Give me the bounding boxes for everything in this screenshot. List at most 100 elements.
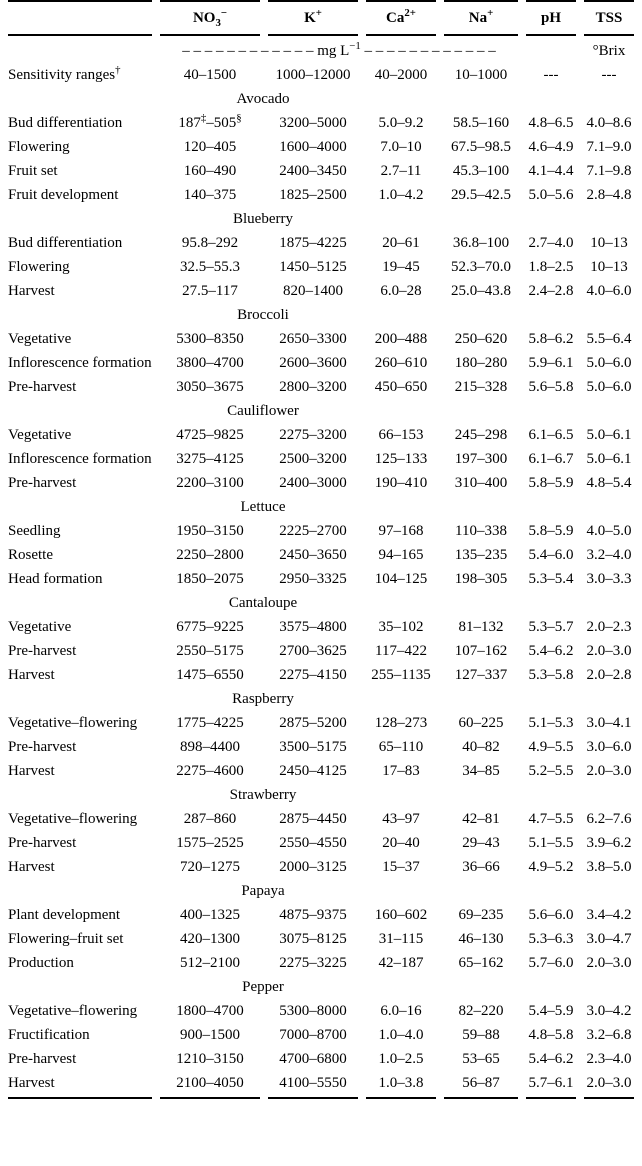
- value-cell-ca: 7.0–10: [380, 138, 422, 155]
- value-cell-na: 198–305: [454, 570, 508, 587]
- crop-name-cell: Cauliflower: [227, 402, 299, 419]
- table-row: Pre-harvest 2550–5175 2700–3625 117–422 107–…: [8, 639, 634, 663]
- stage-cell: Harvest: [8, 858, 55, 875]
- value-cell-ph: 6.1–6.5: [528, 426, 574, 443]
- crop-name-cell: Broccoli: [237, 306, 289, 323]
- table-body: – – – – – – – – – – – – mg L−1 – – – – –…: [8, 36, 634, 1099]
- value-cell-no3: 160–490: [183, 162, 237, 179]
- value-cell-k: 4100–5550: [268, 1071, 358, 1099]
- stage-cell: Vegetative: [8, 330, 72, 347]
- value-cell-na: 65–162: [458, 954, 504, 971]
- value-cell-na: 45.3–100: [452, 162, 510, 179]
- crop-section-row: Strawberry: [8, 783, 634, 807]
- stage-cell: Flowering: [8, 258, 70, 275]
- value-cell-tss: 3.2–6.8: [586, 1026, 632, 1043]
- table-row: Flowering 32.5–55.3 1450–5125 19–45 52.3–70.…: [8, 255, 634, 279]
- stage-cell: Vegetative: [8, 426, 72, 443]
- value-cell-k: 4875–9375: [279, 906, 347, 923]
- value-cell-ca: 200–488: [374, 330, 428, 347]
- value-cell-tss: 7.1–9.8: [586, 162, 632, 179]
- value-cell-tss: 6.2–7.6: [586, 810, 632, 827]
- value-cell-no3: 420–1300: [180, 930, 240, 947]
- table-row: Head formation 1850–2075 2950–3325 104–125 1…: [8, 567, 634, 591]
- table-row: Pre-harvest 898–4400 3500–5175 65–110 40–82 4…: [8, 735, 634, 759]
- value-cell-k: 1825–2500: [279, 186, 347, 203]
- value-cell-ca: 190–410: [374, 474, 428, 491]
- value-cell-ph: 5.3–5.4: [528, 570, 574, 587]
- stage-cell: Harvest: [8, 762, 55, 779]
- stage-cell: Production: [8, 954, 74, 971]
- stage-cell: Vegetative–flowering: [8, 714, 138, 731]
- crop-empty-cell-ph: [526, 783, 576, 807]
- table-row: Fruit development 140–375 1825–2500 1.0–4.2…: [8, 183, 634, 207]
- value-cell-k: 5300–8000: [279, 1002, 347, 1019]
- units-ph-cell: [526, 36, 576, 63]
- value-cell-ph: 5.8–5.9: [528, 474, 574, 491]
- value-cell-k: 7000–8700: [279, 1026, 347, 1043]
- stage-cell: Head formation: [8, 570, 103, 587]
- column-header-ca: Ca2+: [366, 0, 436, 36]
- crop-name-cell: Strawberry: [229, 786, 297, 803]
- value-cell-na: 69–235: [458, 906, 504, 923]
- stage-cell: Bud differentiation: [8, 234, 123, 251]
- value-cell-na: 58.5–160: [452, 114, 510, 131]
- value-cell-ca: 1.0–4.0: [378, 1026, 424, 1043]
- crop-name-cell: Blueberry: [233, 210, 293, 227]
- stage-cell: Inflorescence formation: [8, 450, 152, 467]
- value-cell-no3: 1850–2075: [176, 570, 244, 587]
- value-cell-ca: 255–1135: [371, 666, 431, 683]
- value-cell-tss: 5.0–6.0: [586, 378, 632, 395]
- stage-cell: Vegetative–flowering: [8, 1002, 138, 1019]
- table-row: Vegetative 6775–9225 3575–4800 35–102 81–132…: [8, 615, 634, 639]
- value-cell-ca: 6.0–28: [380, 282, 422, 299]
- value-cell-no3: 187‡–505§: [178, 111, 242, 131]
- value-cell-k: 2500–3200: [279, 450, 347, 467]
- value-cell-na: 52.3–70.0: [451, 258, 511, 275]
- value-cell-ph: 6.1–6.7: [528, 450, 574, 467]
- value-cell-tss: 2.0–2.8: [586, 666, 632, 683]
- value-cell-tss: 3.0–6.0: [586, 738, 632, 755]
- table-row: Flowering 120–405 1600–4000 7.0–10 67.5–98.5…: [8, 135, 634, 159]
- value-cell-ph: 5.4–5.9: [528, 1002, 574, 1019]
- stage-cell: Pre-harvest: [8, 738, 77, 755]
- value-cell-ca: 43–97: [382, 810, 420, 827]
- crop-empty-cell-ph: [526, 975, 576, 999]
- value-cell-tss: 5.0–6.0: [586, 354, 632, 371]
- column-header-stage: [8, 0, 152, 36]
- units-brix-cell: °Brix: [592, 43, 626, 59]
- stage-cell: Rosette: [8, 546, 53, 563]
- value-cell-tss: 2.3–4.0: [586, 1050, 632, 1067]
- crop-empty-cell-ph: [526, 879, 576, 903]
- table-row: Production 512–2100 2275–3225 42–187 65–162 5…: [8, 951, 634, 975]
- value-cell-k: 2000–3125: [279, 858, 347, 875]
- value-cell-no3: 400–1325: [180, 906, 240, 923]
- crop-empty-cell-tss: [584, 87, 634, 111]
- value-cell-no3: 95.8–292: [181, 234, 239, 251]
- value-cell-na: 53–65: [462, 1050, 500, 1067]
- crop-empty-cell-tss: [584, 303, 634, 327]
- value-cell-no3: 1475–6550: [176, 666, 244, 683]
- table-row: Pre-harvest 3050–3675 2800–3200 450–650 215–…: [8, 375, 634, 399]
- table-row: Vegetative–flowering 1800–4700 5300–8000 6.…: [8, 999, 634, 1023]
- value-cell-na: 110–338: [455, 522, 507, 539]
- table-row: Harvest 2275–4600 2450–4125 17–83 34–85 5.2–5…: [8, 759, 634, 783]
- value-cell-ph: 4.8–6.5: [528, 114, 574, 131]
- table-row: Pre-harvest 1575–2525 2550–4550 20–40 29–43 5…: [8, 831, 634, 855]
- table-row: Bud differentiation 187‡–505§ 3200–5000 5.0…: [8, 111, 634, 135]
- value-cell-na: 42–81: [462, 810, 500, 827]
- value-cell-ca: 65–110: [378, 738, 424, 755]
- value-cell-na: 60–225: [458, 714, 504, 731]
- value-cell-no3: 140–375: [183, 186, 237, 203]
- value-cell-na: 107–162: [454, 642, 508, 659]
- stage-cell: Vegetative: [8, 618, 72, 635]
- crop-empty-cell-tss: [584, 207, 634, 231]
- value-cell-ca: 450–650: [374, 378, 428, 395]
- crop-empty-cell-tss: [584, 879, 634, 903]
- value-cell-no3: 2200–3100: [176, 474, 244, 491]
- value-cell-ca: 66–153: [378, 426, 424, 443]
- value-cell-k: 2875–5200: [279, 714, 347, 731]
- crop-section-row: Broccoli: [8, 303, 634, 327]
- crop-name-cell: Papaya: [241, 882, 285, 899]
- value-cell-tss: 3.0–4.1: [586, 714, 632, 731]
- value-cell-ca: 17–83: [382, 762, 420, 779]
